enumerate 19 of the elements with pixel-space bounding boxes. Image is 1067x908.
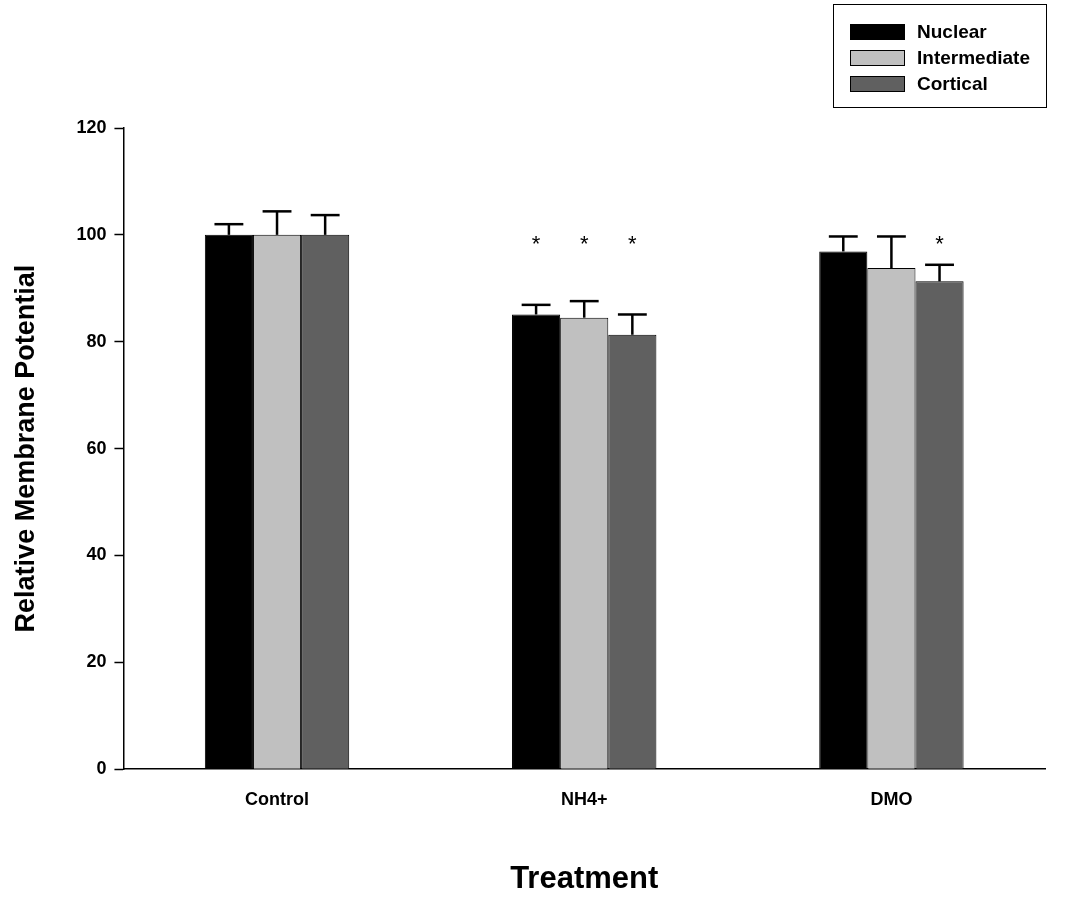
y-tick-label: 0 [96, 758, 107, 779]
legend-label: Cortical [917, 73, 988, 95]
y-tick-label: 60 [86, 437, 107, 458]
y-tick-label: 20 [86, 651, 107, 672]
legend-label: Nuclear [917, 21, 987, 43]
legend-label: Intermediate [917, 47, 1030, 69]
x-tick-label: NH4+ [560, 788, 608, 809]
y-tick-label: 40 [86, 544, 107, 565]
annotation: * [628, 230, 638, 256]
y-tick-label: 80 [86, 330, 107, 351]
x-axis-title: Treatment [510, 859, 659, 895]
y-tick-label: 100 [76, 223, 107, 244]
x-tick-label: Control [245, 788, 310, 809]
annotation: * [531, 230, 541, 256]
y-tick-label: 120 [76, 116, 107, 137]
y-axis-title: Relative Membrane Potential [9, 264, 40, 633]
x-tick-label: DMO [870, 788, 913, 809]
annotation: * [579, 230, 589, 256]
annotation: * [935, 230, 945, 256]
